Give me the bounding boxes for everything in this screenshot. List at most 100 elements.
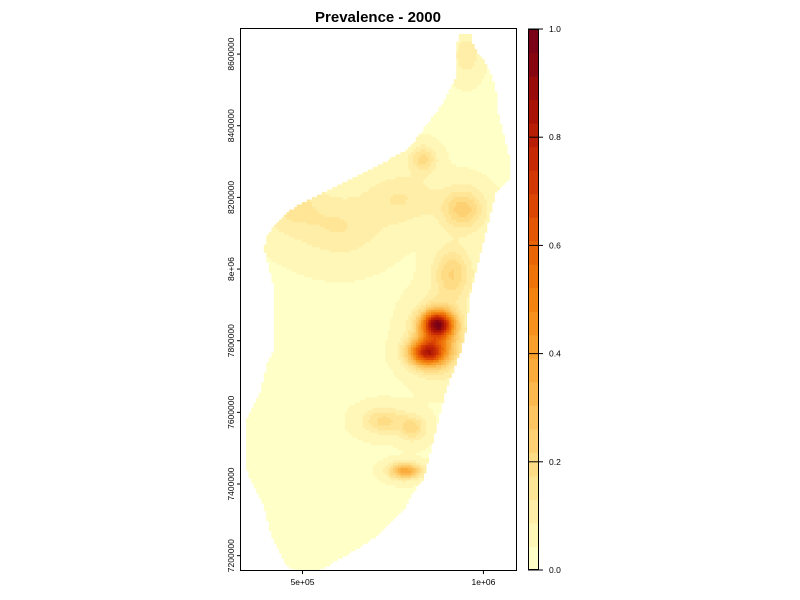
raster-cell bbox=[499, 184, 503, 188]
raster-cell bbox=[314, 199, 318, 203]
raster-cell bbox=[319, 229, 323, 233]
raster-cell bbox=[441, 181, 445, 186]
raster-cell bbox=[420, 149, 424, 153]
raster-cell bbox=[405, 184, 409, 188]
raster-cell bbox=[395, 219, 399, 223]
raster-cell bbox=[443, 207, 447, 211]
raster-cell bbox=[276, 229, 280, 233]
raster-cell bbox=[438, 151, 442, 155]
raster-cell bbox=[309, 232, 313, 236]
raster-cell bbox=[476, 74, 480, 78]
raster-cell bbox=[456, 222, 460, 226]
raster-cell bbox=[362, 192, 366, 196]
raster-cell bbox=[461, 64, 465, 68]
raster-cell bbox=[304, 224, 308, 228]
raster-cell bbox=[468, 109, 473, 113]
raster-cell bbox=[329, 199, 333, 203]
raster-cell bbox=[433, 166, 437, 171]
raster-cell bbox=[451, 116, 455, 120]
raster-cell bbox=[486, 207, 490, 211]
raster-cell bbox=[479, 179, 483, 183]
raster-cell bbox=[337, 232, 341, 236]
raster-cell bbox=[476, 119, 480, 123]
raster-cell bbox=[458, 194, 462, 198]
raster-cell bbox=[481, 139, 485, 143]
raster-cell bbox=[420, 212, 424, 216]
raster-cell bbox=[456, 146, 460, 150]
raster-cell bbox=[441, 189, 445, 193]
raster-cell bbox=[486, 114, 490, 118]
raster-cell bbox=[456, 207, 460, 211]
raster-cell bbox=[342, 222, 346, 226]
raster-cell bbox=[372, 169, 376, 173]
raster-cell bbox=[395, 204, 399, 208]
raster-cell bbox=[441, 126, 445, 130]
raster-cell bbox=[479, 161, 483, 166]
raster-cell bbox=[471, 79, 475, 83]
raster-cell bbox=[413, 149, 417, 153]
raster-cell bbox=[403, 204, 407, 208]
raster-cell bbox=[476, 59, 480, 63]
raster-cell bbox=[471, 199, 475, 203]
raster-cell bbox=[342, 197, 346, 201]
raster-cell bbox=[370, 199, 374, 203]
raster-cell bbox=[484, 156, 488, 161]
raster-cell bbox=[468, 194, 473, 198]
raster-cell bbox=[382, 217, 386, 221]
raster-cell bbox=[494, 119, 498, 123]
raster-cell bbox=[451, 104, 455, 108]
raster-cell bbox=[466, 139, 470, 143]
raster-cell bbox=[415, 169, 419, 173]
raster-cell bbox=[433, 146, 437, 150]
raster-cell bbox=[481, 119, 485, 123]
raster-cell bbox=[311, 207, 316, 211]
raster-cell bbox=[436, 192, 440, 196]
raster-cell bbox=[403, 154, 407, 158]
raster-cell bbox=[458, 139, 462, 143]
raster-cell bbox=[466, 116, 470, 120]
raster-cell bbox=[344, 227, 348, 231]
raster-cell bbox=[436, 129, 440, 133]
raster-cell bbox=[468, 106, 473, 110]
raster-cell bbox=[365, 197, 369, 201]
raster-cell bbox=[484, 217, 488, 221]
raster-cell bbox=[286, 222, 290, 226]
raster-cell bbox=[456, 94, 460, 98]
raster-cell bbox=[486, 126, 490, 130]
raster-cell bbox=[496, 187, 500, 191]
raster-cell bbox=[375, 176, 379, 181]
raster-cell bbox=[387, 171, 392, 176]
raster-cell bbox=[354, 209, 359, 213]
raster-cell bbox=[423, 197, 427, 201]
raster-cell bbox=[395, 202, 399, 206]
raster-cell bbox=[461, 192, 465, 196]
raster-cell bbox=[453, 166, 457, 171]
raster-cell bbox=[436, 159, 440, 163]
raster-cell bbox=[390, 169, 394, 173]
raster-cell bbox=[489, 106, 493, 110]
raster-cell bbox=[468, 229, 473, 233]
raster-cell bbox=[481, 171, 485, 176]
raster-cell bbox=[479, 91, 483, 95]
raster-cell bbox=[433, 161, 437, 166]
raster-cell bbox=[494, 187, 498, 191]
raster-cell bbox=[380, 192, 384, 196]
raster-cell bbox=[327, 194, 331, 198]
raster-cell bbox=[400, 174, 404, 178]
raster-cell bbox=[481, 146, 485, 150]
raster-cell bbox=[494, 126, 498, 130]
raster-cell bbox=[301, 202, 305, 206]
raster-cell bbox=[390, 204, 394, 208]
raster-cell bbox=[344, 232, 348, 236]
raster-cell bbox=[501, 176, 506, 181]
raster-cell bbox=[486, 86, 490, 90]
raster-cell bbox=[476, 141, 480, 145]
raster-cell bbox=[281, 217, 285, 221]
raster-cell bbox=[456, 156, 460, 161]
raster-cell bbox=[441, 192, 445, 196]
raster-cell bbox=[456, 64, 460, 68]
raster-cell bbox=[405, 176, 409, 181]
raster-cell bbox=[438, 189, 442, 193]
raster-cell bbox=[463, 61, 468, 65]
raster-cell bbox=[286, 229, 290, 233]
